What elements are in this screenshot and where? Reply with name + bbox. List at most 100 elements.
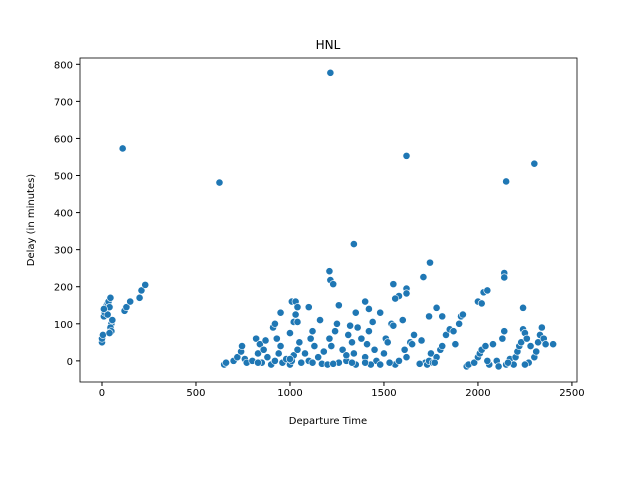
- x-tick-label: 1000: [277, 388, 302, 399]
- point: [346, 321, 355, 330]
- point: [417, 336, 426, 345]
- point: [365, 327, 373, 336]
- point: [455, 319, 464, 328]
- point: [252, 334, 261, 343]
- point: [449, 327, 458, 336]
- point: [383, 338, 392, 347]
- point: [238, 342, 246, 350]
- point: [380, 349, 388, 358]
- point: [349, 240, 358, 248]
- point: [368, 318, 377, 326]
- x-tick-label: 0: [99, 388, 105, 399]
- point: [295, 338, 304, 347]
- point: [483, 286, 492, 295]
- point: [271, 319, 279, 328]
- point: [470, 358, 479, 367]
- point: [135, 293, 144, 302]
- point: [402, 289, 411, 298]
- y-axis-label: Delay (in minutes): [26, 174, 37, 267]
- point: [259, 345, 268, 354]
- point: [426, 258, 434, 267]
- point: [398, 316, 407, 324]
- point: [427, 349, 435, 358]
- point: [304, 303, 313, 312]
- y-tick-label: 300: [54, 246, 73, 257]
- y-tick-label: 800: [54, 60, 73, 71]
- point: [342, 351, 351, 360]
- point: [255, 340, 264, 349]
- point: [103, 310, 112, 319]
- point: [481, 342, 490, 350]
- point: [522, 334, 531, 343]
- point: [254, 349, 262, 358]
- point: [363, 340, 371, 349]
- point: [451, 340, 460, 349]
- chart-title: HNL: [316, 38, 341, 52]
- point: [293, 303, 302, 312]
- point: [504, 358, 512, 367]
- point: [477, 299, 486, 308]
- y-tick-label: 0: [67, 357, 73, 368]
- point: [276, 342, 285, 350]
- point: [432, 303, 441, 312]
- point: [357, 334, 366, 343]
- point: [141, 280, 150, 289]
- point: [327, 342, 336, 350]
- point: [233, 353, 242, 362]
- point: [430, 358, 439, 367]
- point: [500, 327, 509, 336]
- point: [351, 308, 360, 317]
- point: [314, 353, 323, 362]
- point: [286, 329, 294, 337]
- x-tick-label: 2000: [465, 388, 490, 399]
- point: [326, 68, 335, 77]
- point: [306, 334, 315, 343]
- point: [370, 345, 379, 354]
- point: [105, 329, 114, 337]
- point: [498, 334, 507, 343]
- y-tick-label: 700: [54, 97, 73, 108]
- point: [106, 293, 115, 302]
- point: [483, 356, 492, 365]
- point: [419, 273, 428, 281]
- point: [293, 345, 302, 354]
- point: [502, 177, 511, 186]
- point: [376, 360, 385, 369]
- point: [385, 358, 394, 367]
- x-tick-label: 1500: [371, 388, 396, 399]
- point: [325, 334, 334, 343]
- point: [118, 144, 127, 153]
- y-tick-label: 600: [54, 134, 73, 145]
- point: [532, 347, 541, 356]
- point: [126, 297, 135, 306]
- point: [334, 301, 343, 310]
- point: [274, 349, 283, 358]
- point: [272, 334, 281, 343]
- point: [316, 316, 324, 324]
- point: [254, 358, 262, 367]
- point: [549, 340, 558, 349]
- point: [361, 358, 370, 367]
- point: [530, 159, 539, 168]
- point: [526, 342, 535, 350]
- y-tick-label: 500: [54, 172, 73, 183]
- plot-frame: [79, 57, 578, 383]
- point: [391, 294, 400, 303]
- point: [410, 331, 418, 339]
- point: [297, 358, 306, 367]
- point: [389, 280, 398, 289]
- point: [338, 345, 347, 354]
- point: [344, 331, 353, 339]
- point: [137, 286, 146, 295]
- point: [459, 310, 467, 319]
- point: [534, 338, 542, 347]
- point: [308, 358, 317, 367]
- point: [99, 305, 108, 313]
- point: [291, 310, 300, 319]
- point: [276, 308, 285, 317]
- point: [408, 340, 417, 349]
- point: [389, 321, 398, 330]
- point: [537, 323, 546, 332]
- point: [348, 338, 356, 347]
